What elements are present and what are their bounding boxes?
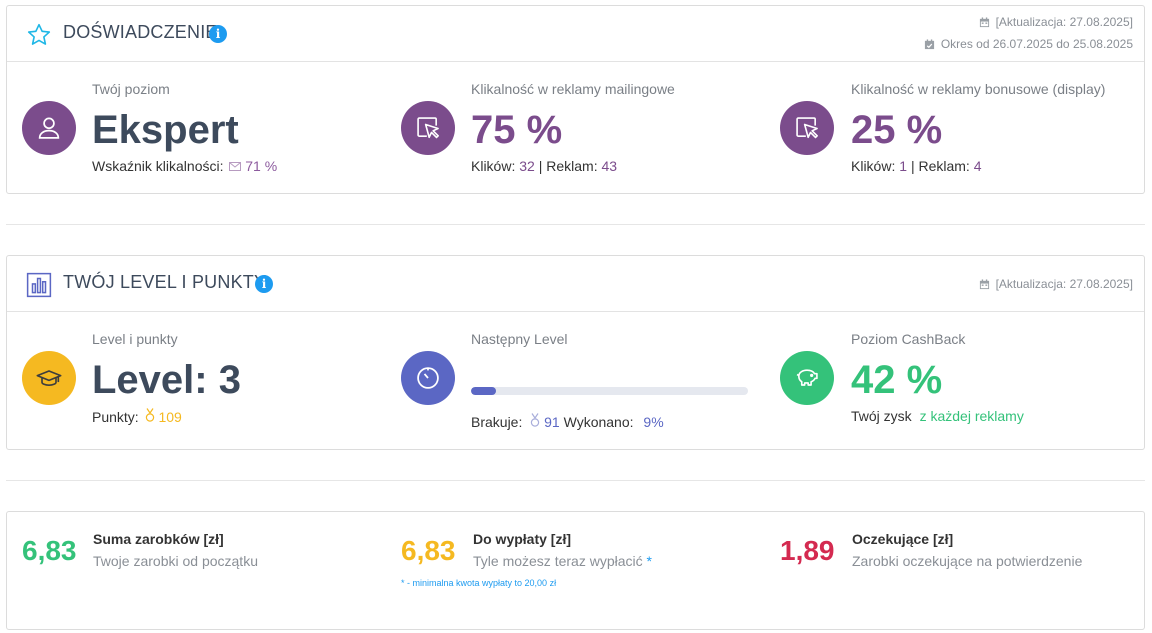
total-earnings: 6,83 Suma zarobków [zł] Twoje zarobki od… <box>7 512 387 629</box>
next-level-label: Następny Level <box>471 331 568 347</box>
pending: 1,89 Oczekujące [zł] Zarobki oczekujące … <box>767 512 1146 629</box>
payout: 6,83 Do wypłaty [zł] Tyle możesz teraz w… <box>387 512 767 629</box>
bar-chart-icon <box>26 272 52 298</box>
timer-icon <box>417 367 439 389</box>
piggy-bank-icon <box>796 369 818 386</box>
points: Punkty: 109 <box>92 408 182 425</box>
bonus-value: 25 % <box>851 108 943 152</box>
next-level-stats: Brakuje: 91 Wykonano: 9% <box>471 413 664 430</box>
cursor-click-icon <box>796 117 818 139</box>
timer-icon-circle <box>401 351 455 405</box>
level-points-column: Level i punkty Level: 3 Punkty: 109 <box>7 256 387 449</box>
cashback-label: Poziom CashBack <box>851 331 966 347</box>
next-level-progress <box>471 387 748 395</box>
info-icon[interactable]: i <box>255 275 273 293</box>
info-icon[interactable]: i <box>209 25 227 43</box>
total-earnings-value: 6,83 <box>22 535 77 566</box>
level-title: TWÓJ LEVEL I PUNKTY <box>63 272 267 292</box>
level-value: Ekspert <box>92 108 239 152</box>
level-column: Twój poziom Ekspert Wskaźnik klikalności… <box>7 6 387 193</box>
divider <box>6 480 1145 481</box>
experience-title: DOŚWIADCZENIE <box>63 22 218 42</box>
experience-header: DOŚWIADCZENIE i [Aktualizacja: 27.08.202… <box>7 6 1144 62</box>
medal-icon <box>531 413 540 427</box>
total-earnings-title: Suma zarobków [zł] <box>93 531 224 547</box>
level-label: Twój poziom <box>92 81 170 97</box>
cursor-click-icon <box>417 117 439 139</box>
payout-footnote: * - minimalna kwota wypłaty to 20,00 zł <box>401 578 557 588</box>
experience-panel: DOŚWIADCZENIE i [Aktualizacja: 27.08.202… <box>6 5 1145 194</box>
envelope-icon <box>229 162 242 171</box>
calendar-icon <box>979 16 989 27</box>
cursor-icon-circle <box>401 101 455 155</box>
user-icon-circle <box>22 101 76 155</box>
level-panel: TWÓJ LEVEL I PUNKTY i [Aktualizacja: 27.… <box>6 255 1145 450</box>
next-level-progress-fill <box>471 387 496 395</box>
user-icon <box>38 117 60 139</box>
divider <box>6 224 1145 225</box>
next-level-column: Następny Level Brakuje: 91 Wykonano: 9% <box>387 256 767 449</box>
cashback-value: 42 % <box>851 358 943 402</box>
calendar-check-icon <box>924 38 934 49</box>
medal-icon <box>145 408 154 422</box>
earnings-panel: 6,83 Suma zarobków [zł] Twoje zarobki od… <box>6 511 1145 630</box>
pending-value: 1,89 <box>780 535 835 566</box>
bonus-column: Klikalność w reklamy bonusowe (display) … <box>767 6 1146 193</box>
payout-desc: Tyle możesz teraz wypłacić * <box>473 553 652 569</box>
graduation-cap-icon <box>36 370 62 387</box>
piggy-icon-circle <box>780 351 834 405</box>
experience-period: Okres od 26.07.2025 do 25.08.2025 <box>924 37 1133 51</box>
experience-updated: [Aktualizacja: 27.08.2025] <box>979 15 1133 29</box>
cashback-profit: Twój zysk z każdej reklamy <box>851 408 1024 424</box>
cursor-icon-circle <box>780 101 834 155</box>
payout-value: 6,83 <box>401 535 456 566</box>
mailing-label: Klikalność w reklamy mailingowe <box>471 81 675 97</box>
mailing-value: 75 % <box>471 108 563 152</box>
total-earnings-desc: Twoje zarobki od początku <box>93 553 258 569</box>
mailing-stats: Klików: 32 | Reklam: 43 <box>471 158 618 174</box>
level-updated: [Aktualizacja: 27.08.2025] <box>979 277 1133 291</box>
star-icon <box>27 23 51 45</box>
payout-title: Do wypłaty [zł] <box>473 531 572 547</box>
bonus-label: Klikalność w reklamy bonusowe (display) <box>851 81 1106 97</box>
calendar-icon <box>979 278 989 289</box>
graduation-icon-circle <box>22 351 76 405</box>
bonus-stats: Klików: 1 | Reklam: 4 <box>851 158 982 174</box>
level-header: TWÓJ LEVEL I PUNKTY i [Aktualizacja: 27.… <box>7 256 1144 312</box>
click-indicator: Wskaźnik klikalności: 71 % <box>92 158 278 174</box>
mailing-column: Klikalność w reklamy mailingowe 75 % Kli… <box>387 6 767 193</box>
cashback-column: Poziom CashBack 42 % Twój zysk z każdej … <box>767 256 1146 449</box>
pending-desc: Zarobki oczekujące na potwierdzenie <box>852 553 1083 569</box>
level-points-label: Level i punkty <box>92 331 178 347</box>
pending-title: Oczekujące [zł] <box>852 531 954 547</box>
level-number: Level: 3 <box>92 358 241 402</box>
